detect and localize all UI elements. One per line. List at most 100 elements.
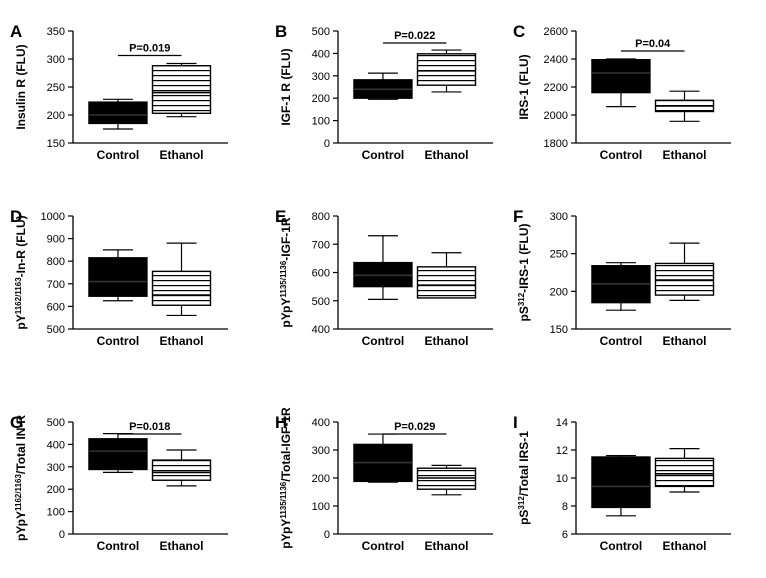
panel-f: F 150 200 250 300 pS312-IRS-1 (FLU) Control Eth… (513, 207, 731, 348)
panel-g-significance-label: P=0.018 (129, 421, 170, 433)
panel-b-ylabel: IGF-1 R (FLU) (279, 48, 293, 125)
panel-c-ytick-label: 1800 (544, 138, 568, 150)
panel-a-box-control (88, 98, 148, 130)
panel-d-ytick-label: 900 (47, 234, 65, 246)
panel-d-ytick-label: 600 (47, 301, 65, 313)
panel-e-letter: E (275, 207, 286, 226)
panel-h: H 0 100 200 300 400 pYpY1135/1136/Total-IGF-1R… (275, 407, 493, 553)
panel-b-box-ethanol-iqr (416, 53, 477, 86)
panel-f-ytick-label: 200 (550, 286, 568, 298)
panel-e-ytick-label: 500 (312, 296, 330, 308)
panel-e-ylabel: pYpY1135/1136-IGF-1R (279, 217, 294, 328)
panel-g-ytick-label: 400 (47, 439, 65, 451)
panel-g-box-control-iqr (88, 438, 148, 471)
panel-d: D 500 600 700 800 900 1000 pY1162/1163-In-R (FL… (10, 207, 228, 348)
panel-d-ylabel: pY1162/1163-In-R (FLU) (14, 215, 29, 329)
panel-c-box-ethanol (654, 90, 715, 122)
panel-i-ytick-label: 8 (562, 501, 568, 513)
panel-a-ylabel: Insulin R (FLU) (14, 44, 28, 129)
panel-g-xtick-label: Control (97, 539, 140, 553)
panel-g-ytick-label: 500 (47, 417, 65, 429)
panel-c-ytick-label: 2000 (544, 110, 568, 122)
panel-e-ytick-label: 400 (312, 324, 330, 336)
panel-i-ytick-label: 10 (556, 473, 568, 485)
panel-e-ytick-label: 800 (312, 211, 330, 223)
panel-g-box-ethanol-iqr (151, 459, 212, 481)
panel-i-ytick-label: 12 (556, 445, 568, 457)
panel-e: E 400 500 600 700 800 pYpY1135/1136-IGF-1R Cont… (275, 207, 493, 348)
panel-i-box-ethanol-iqr (654, 457, 715, 488)
panel-h-significance-label: P=0.029 (394, 421, 435, 433)
panel-d-ytick-label: 500 (47, 324, 65, 336)
panel-h-letter: H (275, 413, 287, 432)
panel-b-letter: B (275, 22, 287, 41)
panel-a-ytick-label: 300 (47, 54, 65, 66)
panel-c-box-control-iqr (591, 59, 651, 94)
panel-i-box-control-iqr (591, 456, 651, 509)
panel-g-ytick-label: 0 (59, 529, 65, 541)
panel-h-ytick-label: 400 (312, 417, 330, 429)
panel-f-ylabel: pS312-IRS-1 (FLU) (517, 223, 532, 321)
panel-e-xtick-label: Control (362, 334, 405, 348)
panel-d-xtick-label: Ethanol (160, 334, 204, 348)
panel-e-xtick-label: Ethanol (425, 334, 469, 348)
panel-i-letter: I (513, 413, 518, 432)
panel-a-ytick-label: 350 (47, 26, 65, 38)
panel-g-letter: G (10, 413, 23, 432)
panel-d-box-control-iqr (88, 257, 148, 297)
panel-i-ytick-label: 14 (556, 417, 568, 429)
panel-a-xtick-label: Control (97, 148, 140, 162)
panel-f-xtick-label: Control (600, 334, 643, 348)
panel-e-ytick-label: 600 (312, 268, 330, 280)
panel-d-xtick-label: Control (97, 334, 140, 348)
panel-b-significance-label: P=0.022 (394, 30, 435, 42)
panel-c-ytick-label: 2200 (544, 82, 568, 94)
panel-b-ytick-label: 400 (312, 48, 330, 60)
panel-a-letter: A (10, 22, 22, 41)
panel-d-box-ethanol-iqr (151, 270, 212, 306)
panel-b-ytick-label: 300 (312, 71, 330, 83)
panel-f-ytick-label: 150 (550, 324, 568, 336)
panel-f-letter: F (513, 207, 523, 226)
panel-b-box-ethanol (416, 49, 477, 93)
panel-d-box-ethanol (151, 242, 212, 317)
panel-h-xtick-label: Control (362, 539, 405, 553)
panel-c-ytick-label: 2400 (544, 54, 568, 66)
panel-h-ytick-label: 300 (312, 445, 330, 457)
panel-h-ytick-label: 200 (312, 473, 330, 485)
panel-i-xtick-label: Ethanol (663, 539, 707, 553)
panel-a-box-ethanol-iqr (151, 65, 212, 115)
panel-g-ytick-label: 100 (47, 507, 65, 519)
panel-e-ytick-label: 700 (312, 239, 330, 251)
panel-i: I 6 8 10 12 14 pS312/Total IRS-1 Control Ethanol (513, 413, 731, 553)
panel-i-box-ethanol (654, 448, 715, 493)
panel-b-xtick-label: Control (362, 148, 405, 162)
panel-b-ytick-label: 200 (312, 93, 330, 105)
panel-b-ytick-label: 0 (324, 138, 330, 150)
panel-d-ytick-label: 800 (47, 256, 65, 268)
panel-d-letter: D (10, 207, 22, 226)
panel-e-box-ethanol-iqr (416, 266, 477, 299)
panel-g-xtick-label: Ethanol (160, 539, 204, 553)
panel-c-ylabel: IRS-1 (FLU) (517, 54, 531, 119)
panel-b-ytick-label: 500 (312, 26, 330, 38)
panel-c-xtick-label: Ethanol (663, 148, 707, 162)
panel-c-box-control (591, 58, 651, 108)
panel-d-ytick-label: 1000 (41, 211, 65, 223)
panel-b-box-control (353, 72, 413, 100)
panel-e-box-control (353, 235, 413, 300)
panel-h-ylabel: pYpY1135/1136/Total-IGF-1R (279, 407, 294, 549)
panel-i-box-control (591, 455, 651, 517)
panel-f-box-control (591, 262, 651, 311)
panel-h-box-ethanol (416, 464, 477, 496)
panel-a: A 150 200 250 300 350 Insulin R (FLU) Control Et… (10, 22, 228, 162)
panel-a-box-ethanol (151, 62, 212, 118)
panel-d-box-control (88, 249, 148, 302)
panel-d-ytick-label: 700 (47, 279, 65, 291)
panel-b-ytick-label: 100 (312, 116, 330, 128)
panel-e-box-ethanol (416, 252, 477, 299)
panel-f-box-ethanol (654, 242, 715, 301)
panel-a-box-control-iqr (88, 101, 148, 125)
panel-c-significance-label: P=0.04 (635, 38, 671, 50)
